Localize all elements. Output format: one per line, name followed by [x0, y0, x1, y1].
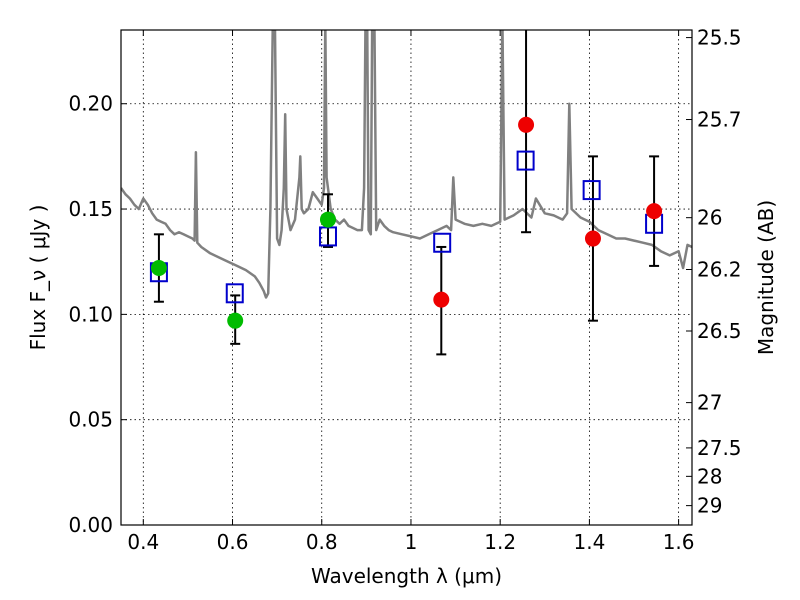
data-point [150, 260, 167, 277]
data-point [433, 291, 450, 308]
plot-frame [120, 29, 693, 526]
right-tick-label: 28 [697, 464, 722, 488]
right-tick-label: 25.7 [697, 108, 742, 132]
model-spectrum [121, 30, 692, 299]
x-tick-label: 0.4 [127, 530, 159, 554]
tick-layer: 0.4 0.6 0.8 1 1.2 1.4 1.6 0.00 0.05 0.10 0.15 0.20 2… [68, 26, 741, 554]
grid-layer [121, 30, 692, 526]
model-square-marker [516, 150, 535, 171]
right-tick-label: 25.5 [697, 26, 742, 50]
y-tick-label: 0.00 [68, 513, 113, 537]
y-tick-label: 0.10 [68, 302, 113, 326]
x-tick-label: 0.6 [217, 530, 249, 554]
right-tick-label: 29 [697, 494, 722, 518]
markers-layer [149, 116, 664, 329]
y-axis-title: Flux F_ν ( μJy ) [26, 205, 50, 351]
spectrum-line [121, 30, 692, 299]
right-tick-label: 27.5 [697, 436, 742, 460]
data-point [227, 312, 244, 329]
right-tick-label: 26 [697, 206, 722, 230]
x-tick-label: 0.8 [306, 530, 338, 554]
model-square-marker [433, 232, 452, 253]
x-tick-label: 1 [405, 530, 418, 554]
x-tick-label: 1.4 [573, 530, 605, 554]
model-square-marker [582, 180, 601, 201]
x-tick-label: 1.6 [663, 530, 695, 554]
data-point [319, 211, 336, 228]
right-tick-label: 27 [697, 391, 722, 415]
x-axis-title: Wavelength λ (μm) [311, 564, 502, 588]
right-tick-label: 26.2 [697, 257, 742, 281]
model-square-marker [225, 283, 244, 304]
right-axis-title: Magnitude (AB) [754, 200, 778, 355]
data-point [518, 116, 535, 133]
y-tick-label: 0.20 [68, 92, 113, 116]
data-point [646, 203, 663, 220]
data-point [584, 230, 601, 247]
x-tick-label: 1.2 [484, 530, 516, 554]
right-tick-label: 26.5 [697, 319, 742, 343]
y-tick-label: 0.15 [68, 197, 113, 221]
y-tick-label: 0.05 [68, 408, 113, 432]
